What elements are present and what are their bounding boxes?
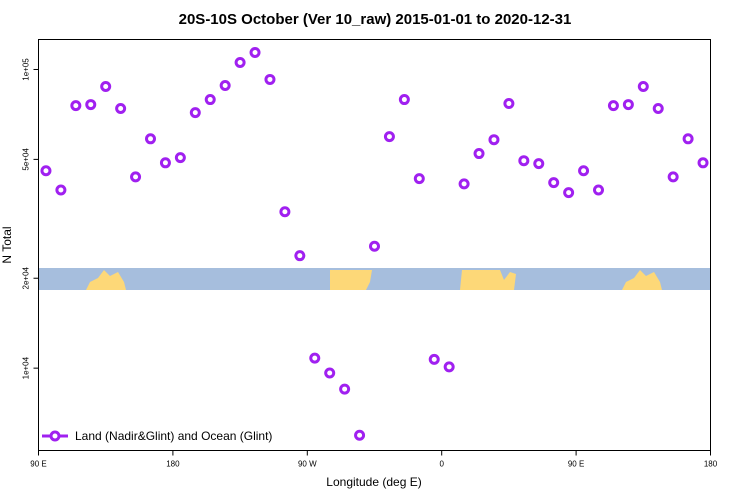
point	[652, 103, 664, 115]
point	[548, 177, 560, 189]
point	[428, 353, 440, 365]
point	[398, 94, 410, 106]
point	[70, 100, 82, 112]
point	[369, 240, 380, 252]
land	[622, 270, 662, 290]
plot-frame	[38, 39, 711, 451]
point	[637, 81, 649, 93]
land	[330, 270, 372, 290]
point	[488, 134, 500, 146]
x-tick-label: 180	[704, 460, 718, 469]
chart-title: 20S-10S October (Ver 10_raw) 2015-01-01 …	[179, 11, 572, 28]
point	[189, 107, 201, 119]
point	[667, 171, 679, 183]
y-tick-label: 1e+04	[22, 356, 31, 379]
point	[159, 157, 171, 169]
point	[249, 46, 261, 58]
point	[264, 73, 276, 85]
point	[279, 206, 291, 218]
x-tick-label: 90 W	[298, 460, 317, 469]
point	[518, 155, 530, 167]
x-axis-label: Longitude (deg E)	[326, 475, 421, 489]
point	[413, 173, 425, 185]
land	[86, 270, 126, 290]
point	[40, 165, 52, 177]
point	[622, 99, 634, 111]
point	[607, 100, 619, 112]
point	[100, 81, 112, 93]
ocean-band	[39, 268, 710, 290]
point	[115, 103, 127, 115]
point	[682, 133, 694, 145]
point	[219, 79, 231, 91]
x-tick-label: 90 E	[30, 460, 46, 469]
point	[473, 148, 485, 160]
point	[563, 187, 575, 199]
point	[55, 184, 67, 196]
point	[578, 165, 590, 177]
point	[443, 361, 455, 373]
point	[324, 367, 336, 379]
point	[697, 157, 709, 169]
point	[130, 171, 142, 183]
point	[294, 250, 306, 262]
point	[234, 57, 246, 69]
legend-marker	[49, 430, 61, 442]
point	[174, 152, 186, 164]
land	[460, 270, 516, 290]
map-strip	[39, 268, 710, 290]
point	[309, 352, 321, 364]
y-tick-label: 1e+05	[22, 58, 31, 81]
point	[204, 94, 216, 106]
point	[85, 99, 97, 111]
y-tick-label: 5e+04	[22, 148, 31, 171]
point	[458, 178, 470, 190]
point	[354, 429, 366, 441]
x-tick-label: 180	[166, 460, 180, 469]
point	[339, 383, 351, 395]
point	[383, 131, 395, 143]
point	[503, 98, 515, 110]
x-tick-label: 0	[439, 460, 444, 469]
y-tick-label: 2e+04	[22, 266, 31, 289]
point	[593, 184, 604, 196]
y-axis-label: N Total	[0, 226, 14, 263]
point	[533, 158, 545, 170]
point	[145, 133, 156, 145]
x-tick-label: 90 E	[568, 460, 584, 469]
legend-label: Land (Nadir&Glint) and Ocean (Glint)	[75, 429, 272, 443]
